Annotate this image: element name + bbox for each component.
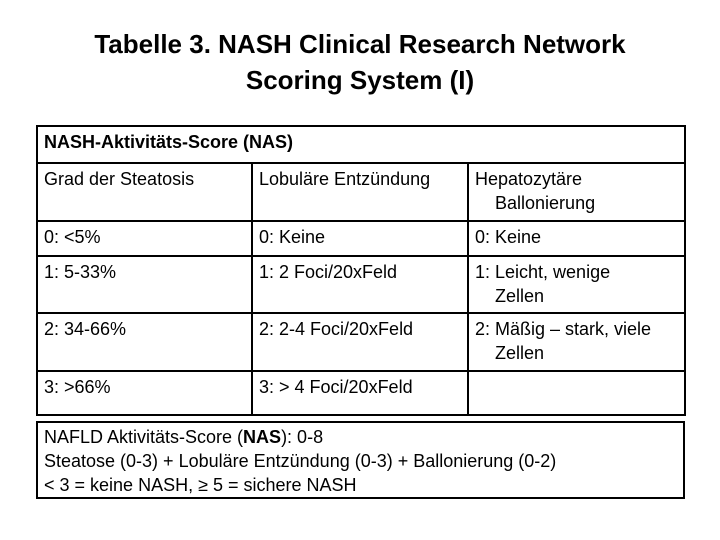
table-row: 1: 5-33% 1: 2 Foci/20xFeld 1: Leicht, we…: [36, 255, 686, 314]
summary-line-formula: Steatose (0-3) + Lobuläre Entzündung (0-…: [44, 451, 557, 471]
table-row: 3: >66% 3: > 4 Foci/20xFeld: [36, 370, 686, 416]
table-cell: 1: 2 Foci/20xFeld: [251, 255, 469, 314]
table-cell: 0: <5%: [36, 220, 253, 257]
table-cell: 1: 5-33%: [36, 255, 253, 314]
table-row: 0: <5% 0: Keine 0: Keine: [36, 220, 686, 257]
table-cell: 0: Keine: [467, 220, 686, 257]
page-title-line-2: Scoring System (I): [245, 65, 475, 95]
table-cell: 3: >66%: [36, 370, 253, 416]
column-header-ballonierung: Hepatozytäre Ballonierung: [467, 162, 686, 222]
table-cell: 3: > 4 Foci/20xFeld: [251, 370, 469, 416]
table-caption: NASH-Aktivitäts-Score (NAS): [36, 125, 686, 164]
table-cell: 1: Leicht, wenige Zellen: [467, 255, 686, 314]
summary-line1-bold: NAS: [243, 427, 282, 447]
page-title: Tabelle 3. NASH Clinical Research Networ…: [0, 26, 720, 98]
page-title-line-1: Tabelle 3. NASH Clinical Research Networ…: [94, 29, 626, 59]
table-cell: 0: Keine: [251, 220, 469, 257]
table-row: 2: 34-66% 2: 2-4 Foci/20xFeld 2: Mäßig –…: [36, 312, 686, 372]
table-cell-empty: [467, 370, 686, 416]
column-header-steatosis: Grad der Steatosis: [36, 162, 253, 222]
table-cell: 2: 2-4 Foci/20xFeld: [251, 312, 469, 372]
table-cell: 2: 34-66%: [36, 312, 253, 372]
summary-line1-suffix: ): 0-8: [281, 427, 324, 447]
summary-line1-prefix: NAFLD Aktivitäts-Score (: [44, 427, 244, 447]
summary-line-nas-range: NAFLD Aktivitäts-Score (NAS): 0-8: [44, 425, 675, 449]
table-cell: 2: Mäßig – stark, viele Zellen: [467, 312, 686, 372]
table-row-caption: NASH-Aktivitäts-Score (NAS): [36, 125, 686, 164]
column-header-entzuendung: Lobuläre Entzündung: [251, 162, 469, 222]
table-row-headers: Grad der Steatosis Lobuläre Entzündung H…: [36, 162, 686, 222]
nas-score-table: NASH-Aktivitäts-Score (NAS) Grad der Ste…: [36, 125, 686, 416]
score-summary-box: NAFLD Aktivitäts-Score (NAS): 0-8 Steato…: [36, 421, 685, 499]
summary-line-thresholds: < 3 = keine NASH, ≥ 5 = sichere NASH: [44, 475, 357, 495]
